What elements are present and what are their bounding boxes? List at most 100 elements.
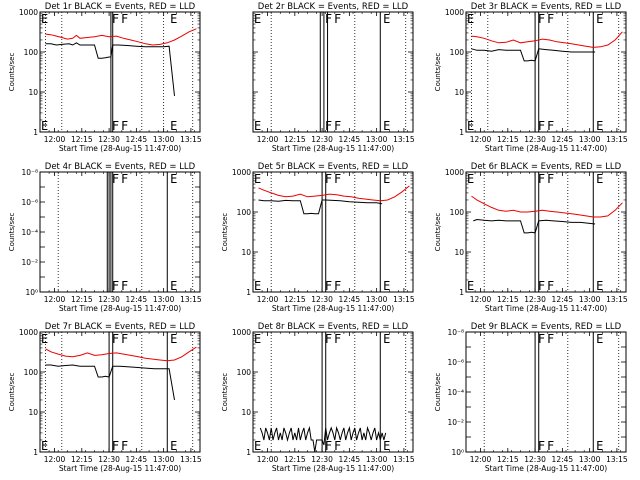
y-axis-label: Counts/sec (8, 213, 16, 252)
y-axis-label: Counts/sec (221, 213, 229, 252)
marker-e: E (467, 172, 474, 186)
marker-e: E (596, 279, 603, 293)
x-tick-label: 12:15 (71, 295, 93, 304)
panel-title: Det 2r BLACK = Events, RED = LLD (258, 2, 409, 12)
marker-f: F (121, 439, 128, 453)
x-tick-label: 12:45 (339, 135, 361, 144)
marker-e: E (41, 439, 48, 453)
marker-f: F (112, 279, 119, 293)
y-tick-label: 1 (459, 288, 464, 297)
x-tick-label: 12:00 (257, 455, 279, 464)
marker-f: F (538, 119, 545, 133)
x-axis-label: Start Time (28-Aug-15 11:47:00) (485, 144, 607, 153)
marker-e: E (596, 332, 603, 346)
y-tick-label: 1000 (445, 8, 464, 17)
x-tick-label: 12:15 (497, 455, 519, 464)
x-tick-label: 12:30 (311, 455, 333, 464)
y-tick-label: 1 (33, 448, 38, 457)
marker-e: E (596, 12, 603, 26)
x-tick-label: 12:00 (470, 455, 492, 464)
x-tick-label: 13:00 (366, 135, 388, 144)
x-tick-label: 12:00 (44, 455, 66, 464)
plot-frame (465, 11, 627, 133)
x-tick-label: 12:30 (524, 135, 546, 144)
y-tick-label: 10 (28, 408, 38, 417)
series-line (258, 185, 410, 202)
y-tick-label: 10 (241, 408, 251, 417)
panel-title: Det 9r BLACK = Events, RED = LLD (471, 322, 622, 332)
series-line (45, 28, 197, 46)
marker-e: E (467, 119, 474, 133)
y-tick-label: 10⁻² (447, 418, 464, 427)
marker-f: F (547, 439, 554, 453)
x-tick-label: 12:30 (98, 455, 120, 464)
marker-e: E (467, 12, 474, 26)
x-tick-label: 13:00 (579, 135, 601, 144)
marker-f: F (325, 172, 332, 186)
marker-f: F (334, 172, 341, 186)
y-tick-label: 100 (237, 368, 252, 377)
x-axis-label: Start Time (28-Aug-15 11:47:00) (485, 464, 607, 473)
marker-e: E (596, 119, 603, 133)
y-tick-label: 10⁻⁶ (447, 358, 464, 367)
marker-f: F (334, 332, 341, 346)
x-tick-label: 13:15 (180, 295, 202, 304)
x-tick-label: 12:30 (524, 455, 546, 464)
marker-e: E (383, 119, 390, 133)
marker-e: E (383, 439, 390, 453)
x-tick-label: 12:30 (98, 295, 120, 304)
y-axis-label: Counts/sec (434, 213, 442, 252)
x-tick-label: 13:15 (393, 135, 415, 144)
plot-frame (252, 331, 414, 453)
x-tick-label: 12:30 (524, 295, 546, 304)
x-tick-label: 13:15 (606, 455, 628, 464)
marker-e: E (254, 439, 261, 453)
marker-e: E (383, 279, 390, 293)
x-tick-label: 12:00 (257, 135, 279, 144)
y-tick-label: 10⁰ (451, 448, 464, 457)
x-axis-label: Start Time (28-Aug-15 11:47:00) (272, 304, 394, 313)
series-line (471, 195, 623, 218)
y-axis-label: Counts/sec (434, 53, 442, 92)
x-axis-label: Start Time (28-Aug-15 11:47:00) (485, 304, 607, 313)
series-line (258, 199, 383, 215)
x-tick-label: 12:00 (44, 135, 66, 144)
marker-f: F (325, 332, 332, 346)
panel-det-4r: Det 4r BLACK = Events, RED = LLD 10⁰ 10⁻² 1… (8, 162, 202, 313)
marker-f: F (112, 172, 119, 186)
x-tick-label: 12:45 (126, 295, 148, 304)
x-axis-label: Start Time (28-Aug-15 11:47:00) (272, 464, 394, 473)
x-tick-label: 12:00 (470, 295, 492, 304)
marker-e: E (383, 332, 390, 346)
marker-f: F (538, 279, 545, 293)
x-tick-label: 12:15 (284, 135, 306, 144)
x-tick-label: 13:15 (393, 295, 415, 304)
y-tick-label: 100 (24, 48, 39, 57)
x-tick-label: 13:00 (153, 135, 175, 144)
y-tick-label: 1 (459, 128, 464, 137)
y-tick-label: 1 (246, 288, 251, 297)
marker-f: F (547, 332, 554, 346)
x-tick-label: 13:15 (180, 135, 202, 144)
y-tick-label: 10⁰ (25, 288, 38, 297)
marker-e: E (41, 332, 48, 346)
panel-det-1r: Det 1r BLACK = Events, RED = LLD 1 10 100 10… (8, 2, 202, 153)
marker-e: E (467, 279, 474, 293)
marker-f: F (538, 439, 545, 453)
x-tick-label: 13:15 (393, 455, 415, 464)
marker-e: E (254, 332, 261, 346)
x-axis-label: Start Time (28-Aug-15 11:47:00) (59, 304, 181, 313)
y-tick-label: 10⁻⁴ (21, 228, 38, 237)
marker-e: E (170, 12, 177, 26)
series-line (471, 48, 596, 62)
series-line (471, 31, 623, 48)
x-tick-label: 12:00 (470, 135, 492, 144)
series-line (259, 425, 387, 453)
y-tick-label: 10 (241, 248, 251, 257)
panel-title: Det 1r BLACK = Events, RED = LLD (45, 2, 196, 12)
x-tick-label: 12:00 (44, 295, 66, 304)
y-tick-label: 1 (246, 448, 251, 457)
plot-frame (39, 331, 201, 453)
panel-det-9r: Det 9r BLACK = Events, RED = LLD 10⁰ 10⁻² 1… (434, 322, 628, 473)
